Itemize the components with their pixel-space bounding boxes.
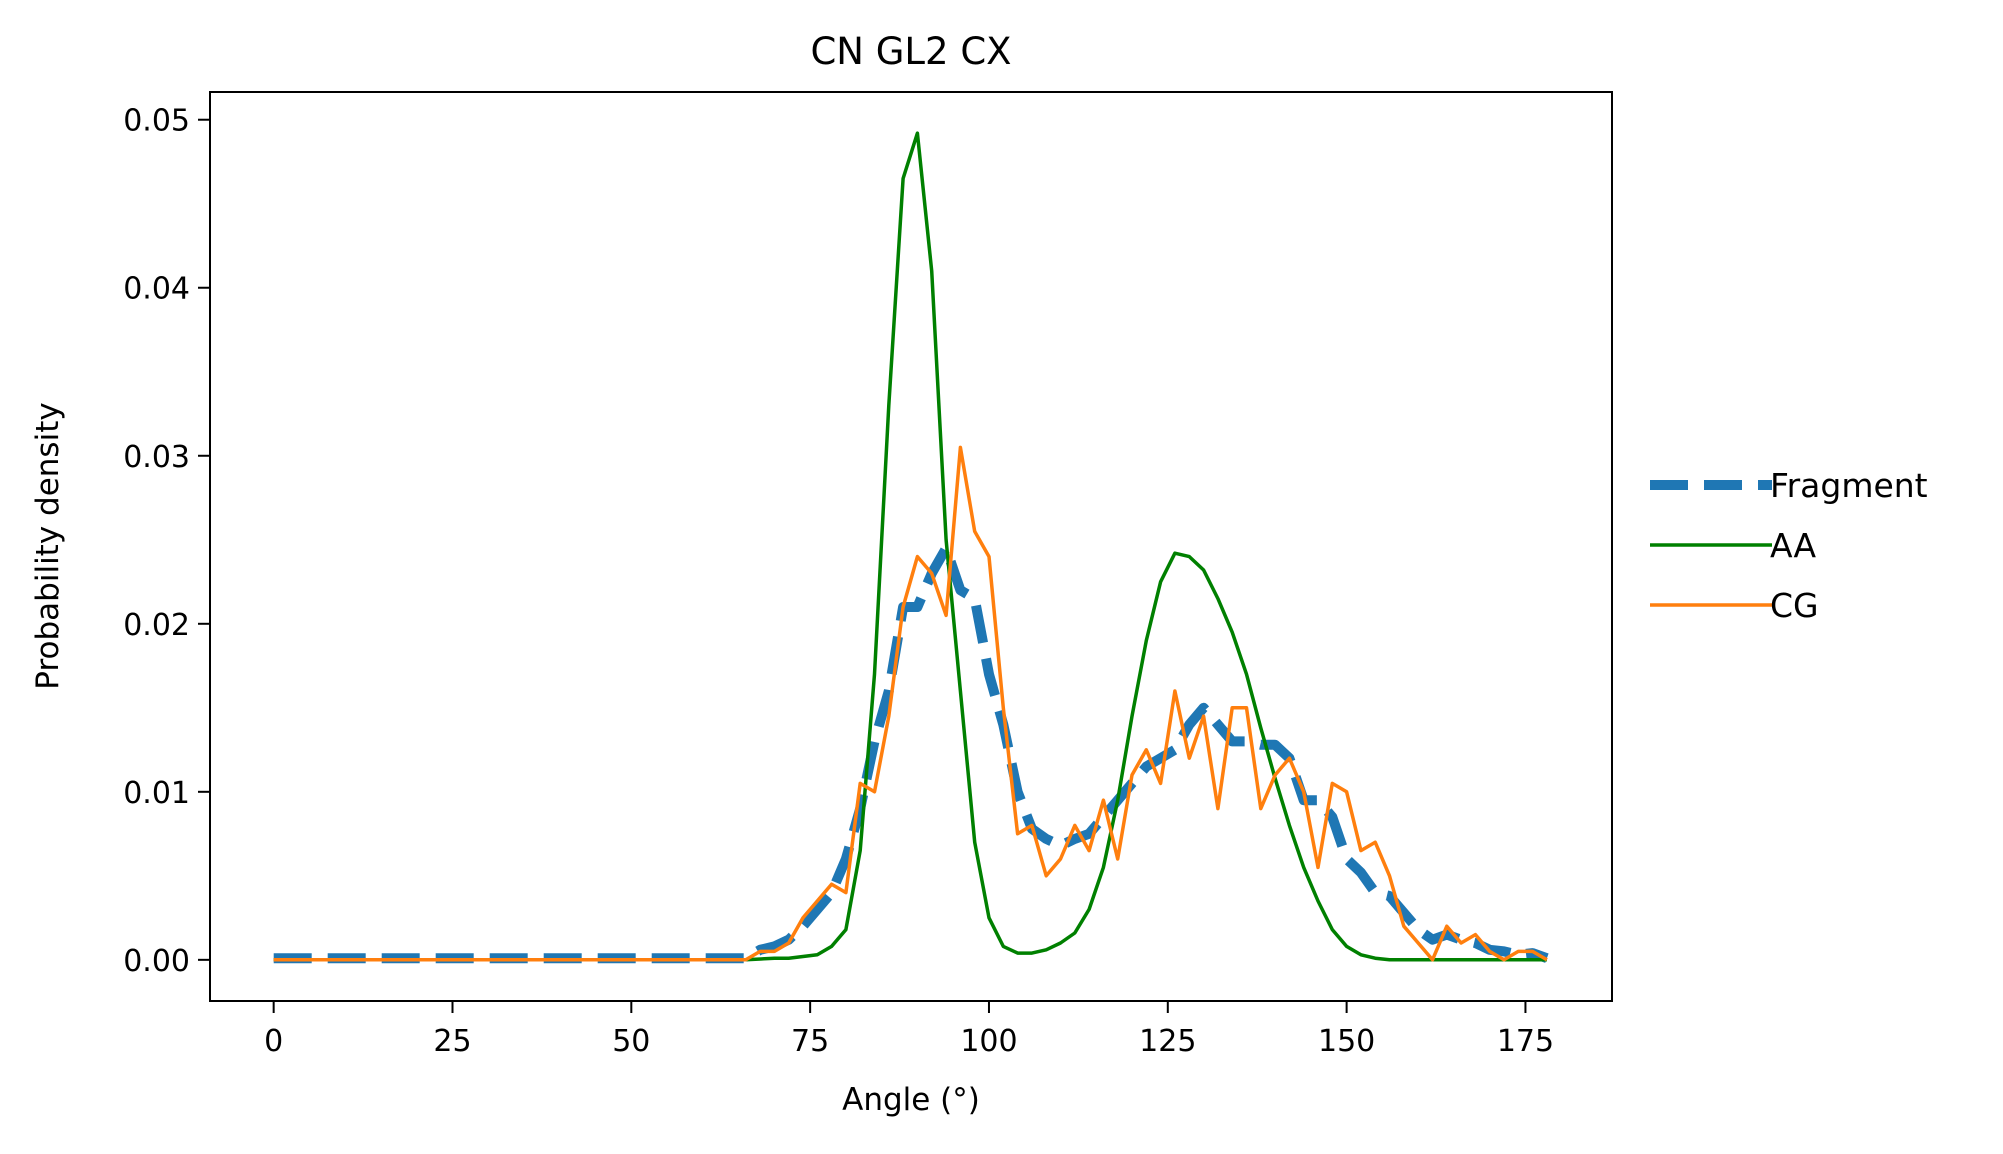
y-tick-label: 0.05 [123,104,190,139]
legend: Fragment AA CG [1650,466,1928,625]
x-tick-label: 75 [791,1024,829,1059]
legend-label-fragment: Fragment [1770,466,1928,505]
y-axis: 0.00 0.01 0.02 0.03 0.04 0.05 [123,104,210,979]
x-tick-label: 25 [433,1024,471,1059]
legend-label-cg: CG [1770,586,1819,625]
y-tick-label: 0.04 [123,272,190,307]
x-axis-label: Angle (°) [842,1082,980,1118]
x-tick-label: 125 [1139,1024,1196,1059]
x-axis: 0 25 50 75 100 125 150 175 [264,1001,1554,1059]
series-line-aa [273,131,1547,962]
series-layer [273,131,1549,964]
y-tick-label: 0.03 [123,440,190,475]
y-axis-label: Probability density [30,402,66,689]
series-line-cg [273,445,1548,962]
y-tick-label: 0.00 [123,944,190,979]
chart-title: CN GL2 CX [810,30,1011,73]
x-tick-label: 150 [1318,1024,1375,1059]
y-tick-label: 0.01 [123,776,190,811]
y-tick-label: 0.02 [123,608,190,643]
legend-label-aa: AA [1770,526,1816,565]
plot-frame [209,91,1613,1002]
x-tick-label: 0 [264,1024,283,1059]
x-tick-label: 100 [960,1024,1017,1059]
x-tick-label: 175 [1497,1024,1554,1059]
x-tick-label: 50 [612,1024,650,1059]
